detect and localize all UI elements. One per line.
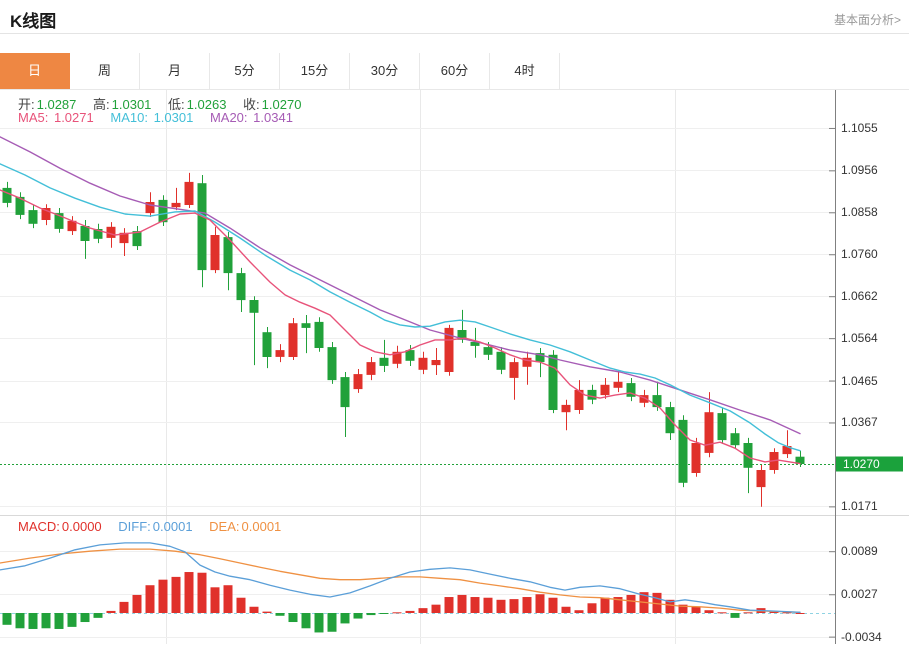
diff-value: 0.0001 — [152, 519, 193, 534]
fundamental-analysis-link[interactable]: 基本面分析> — [833, 13, 901, 27]
low-label: 低: — [168, 97, 185, 112]
ma10-label: MA10: — [110, 110, 148, 125]
svg-text:1.0858: 1.0858 — [841, 205, 878, 219]
svg-text:1.0956: 1.0956 — [841, 163, 878, 177]
timeframe-tabbar: 日 周 月 5分 15分 30分 60分 4时 — [0, 53, 909, 90]
macd-label: MACD: — [18, 519, 60, 534]
open-value: 1.0287 — [36, 97, 77, 112]
tab-5min[interactable]: 5分 — [210, 53, 280, 89]
macd-value: 0.0000 — [61, 519, 102, 534]
svg-text:1.1055: 1.1055 — [841, 121, 878, 135]
high-label: 高: — [93, 97, 110, 112]
tab-30min[interactable]: 30分 — [350, 53, 420, 89]
svg-text:1.0367: 1.0367 — [841, 415, 878, 429]
diff-label: DIFF: — [118, 519, 151, 534]
svg-text:1.0564: 1.0564 — [841, 331, 878, 345]
chart-canvas[interactable]: 1.1055 1.0956 1.0858 1.0760 1.0662 1.0564 1.04… — [0, 90, 909, 645]
svg-text:0.0027: 0.0027 — [841, 587, 878, 601]
dea-label: DEA: — [209, 519, 240, 534]
ma5-value: 1.0271 — [53, 110, 94, 125]
ma10-value: 1.0301 — [153, 110, 194, 125]
page-title: K线图 — [10, 12, 57, 31]
kline-chart-area[interactable]: 1.1055 1.0956 1.0858 1.0760 1.0662 1.0564 1.04… — [0, 90, 909, 645]
tab-month[interactable]: 月 — [140, 53, 210, 89]
ohlc-readout: 开: 1.0287 高: 1.0301 低: 1.0263 收: 1.0270 — [18, 94, 314, 113]
ma5-label: MA5: — [18, 110, 49, 125]
tab-week[interactable]: 周 — [70, 53, 140, 89]
macd-readout: MACD: 0.0000 DIFF: 0.0001 DEA: 0.0001 — [18, 519, 294, 534]
tab-15min[interactable]: 15分 — [280, 53, 350, 89]
tab-60min[interactable]: 60分 — [420, 53, 490, 89]
svg-text:1.0662: 1.0662 — [841, 289, 878, 303]
ma-readout: MA5: 1.0271 MA10: 1.0301 MA20: 1.0341 — [18, 110, 306, 125]
ma20-value: 1.0341 — [253, 110, 293, 125]
svg-text:1.0760: 1.0760 — [841, 247, 878, 261]
close-label: 收: — [243, 97, 260, 112]
tab-4hour[interactable]: 4时 — [490, 53, 560, 89]
svg-text:1.0171: 1.0171 — [841, 499, 878, 513]
close-value: 1.0270 — [261, 97, 302, 112]
ma20-label: MA20: — [209, 110, 248, 125]
svg-text:1.0270: 1.0270 — [843, 457, 880, 471]
tab-day[interactable]: 日 — [0, 53, 70, 89]
svg-text:-0.0034: -0.0034 — [841, 630, 882, 644]
current-price-badge — [836, 456, 903, 472]
page-header: K线图 基本面分析> — [0, 0, 909, 34]
low-value: 1.0263 — [186, 97, 227, 112]
open-label: 开: — [18, 97, 35, 112]
dea-value: 0.0001 — [241, 519, 282, 534]
svg-text:0.0089: 0.0089 — [841, 544, 878, 558]
high-value: 1.0301 — [111, 97, 152, 112]
svg-text:1.0465: 1.0465 — [841, 374, 878, 388]
